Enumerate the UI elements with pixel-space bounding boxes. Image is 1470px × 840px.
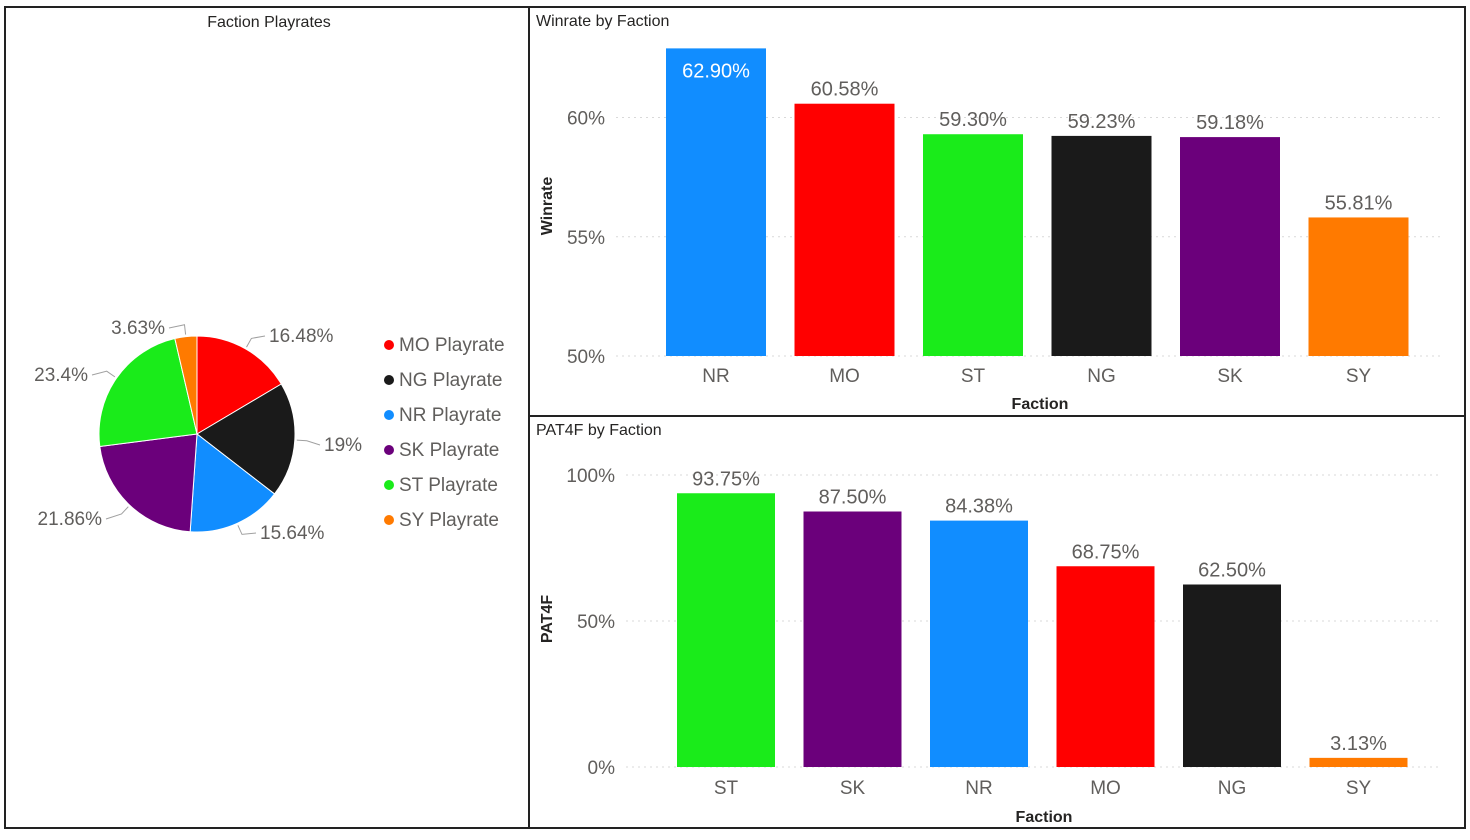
legend-label: SY Playrate (399, 510, 499, 531)
bar (1183, 584, 1281, 767)
data-label: 87.50% (819, 487, 887, 509)
data-label: 59.18% (1196, 112, 1264, 134)
pie-data-label: 16.48% (269, 326, 334, 347)
legend-marker (384, 480, 394, 490)
bar (930, 520, 1028, 767)
pie-data-label: 19% (324, 435, 362, 456)
bar (677, 493, 775, 767)
x-tick-label: NG (1087, 366, 1116, 387)
playrate-pie-panel: Faction Playrates 16.48% 19% 15.64% 21.86% 23… (4, 6, 530, 829)
y-tick-label: 55% (567, 228, 605, 249)
data-label: 68.75% (1072, 541, 1140, 563)
bar (1056, 566, 1155, 767)
pie-slice (196, 335, 282, 435)
pie-data-label: 3.63% (111, 318, 165, 339)
x-tick-label: NR (965, 778, 992, 799)
bar (1308, 217, 1409, 356)
pie-data-label: 21.86% (38, 509, 103, 530)
y-axis-title: Winrate (539, 177, 556, 236)
legend-marker (384, 375, 394, 385)
legend-label: NG Playrate (399, 370, 502, 391)
data-label: 3.13% (1330, 733, 1387, 755)
y-axis-title: PAT4F (539, 595, 556, 644)
x-tick-label: SY (1346, 366, 1372, 387)
y-tick-label: 100% (566, 466, 615, 487)
pat4f-bar-chart: PAT4F by Faction 0% 50% 100% 93.75% ST 87.50% S… (536, 422, 1440, 826)
legend-label: MO Playrate (399, 335, 505, 356)
chart-title: Winrate by Faction (536, 13, 669, 30)
x-axis-title: Faction (1012, 396, 1069, 413)
bar (1051, 135, 1152, 356)
legend-marker (384, 410, 394, 420)
legend-label: SK Playrate (399, 440, 499, 461)
x-tick-label: MO (1090, 778, 1121, 799)
legend-marker (384, 340, 394, 350)
pat4f-bar-panel: PAT4F by Faction 0% 50% 100% 93.75% ST 87.50% S… (528, 415, 1466, 829)
x-tick-label: NG (1218, 778, 1247, 799)
data-label: 59.23% (1068, 111, 1136, 133)
pie-data-label: 23.4% (34, 365, 88, 386)
pie-slice (98, 337, 198, 448)
pie-leader-line (237, 525, 257, 535)
x-tick-label: SY (1346, 778, 1372, 799)
pie-slice (196, 383, 296, 495)
x-tick-label: SK (840, 778, 866, 799)
data-label: 60.58% (811, 79, 879, 101)
bar (1180, 137, 1280, 356)
winrate-bar-chart: Winrate by Faction 50% 55% 60% 62.90% NR 60.58… (536, 13, 1440, 413)
pie-leader-line (296, 439, 321, 446)
x-tick-label: MO (829, 366, 860, 387)
pie-leader-line (246, 335, 266, 348)
x-tick-label: ST (714, 778, 739, 799)
chart-title: PAT4F by Faction (536, 422, 662, 439)
pie-slice (174, 335, 198, 435)
data-label: 55.81% (1325, 192, 1393, 214)
pie-slice (99, 433, 198, 533)
x-tick-label: NR (702, 366, 729, 387)
legend-label: NR Playrate (399, 405, 501, 426)
playrate-pie-chart: Faction Playrates 16.48% 19% 15.64% 21.86% 23… (34, 14, 505, 544)
y-tick-label: 50% (577, 612, 615, 633)
pie-data-label: 15.64% (260, 523, 325, 544)
pie-leader-line (105, 506, 129, 520)
bar (803, 511, 902, 767)
legend-label: ST Playrate (399, 475, 498, 496)
data-label: 62.90% (682, 60, 750, 82)
data-label: 59.30% (939, 109, 1007, 131)
x-tick-label: ST (961, 366, 986, 387)
data-label: 84.38% (945, 496, 1013, 518)
y-tick-label: 0% (588, 758, 616, 779)
y-tick-label: 50% (567, 347, 605, 368)
pie-leader-line (91, 370, 116, 378)
pie-leader-line (168, 324, 187, 335)
y-tick-label: 60% (567, 109, 605, 130)
pie-slice (189, 433, 276, 533)
pie-title: Faction Playrates (207, 14, 331, 31)
bar (1309, 757, 1408, 767)
data-label: 62.50% (1198, 560, 1266, 582)
bar (794, 103, 895, 356)
x-tick-label: SK (1217, 366, 1243, 387)
bar (923, 134, 1023, 356)
bar (666, 48, 766, 357)
winrate-bar-panel: Winrate by Faction 50% 55% 60% 62.90% NR 60.58… (528, 6, 1466, 417)
legend-marker (384, 515, 394, 525)
legend-marker (384, 445, 394, 455)
x-axis-title: Faction (1016, 809, 1073, 826)
data-label: 93.75% (692, 468, 760, 490)
